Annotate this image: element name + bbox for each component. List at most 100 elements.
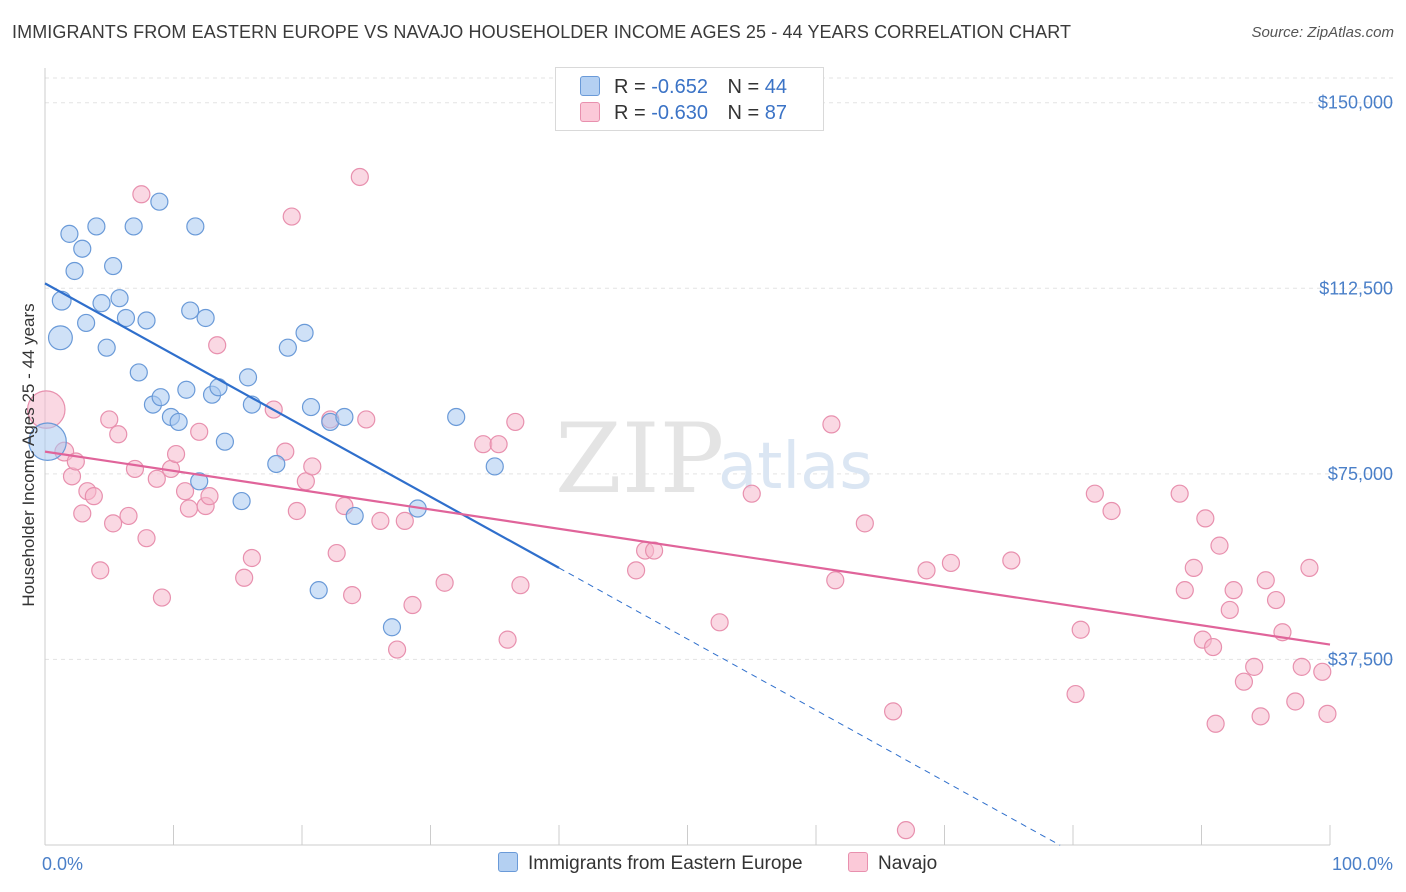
navajo-point [1196, 509, 1215, 528]
navajo-point [62, 467, 82, 486]
navajo-point [1251, 707, 1270, 726]
trend-lines [44, 282, 1331, 846]
navajo-point [1220, 600, 1239, 620]
eastern-europe-points [28, 192, 504, 637]
legend-r-value: -0.630 [651, 102, 708, 124]
y-tick-label: $75,000 [1328, 464, 1393, 484]
eastern-europe-point [110, 289, 129, 308]
navajo-point [1300, 558, 1319, 577]
watermark-atlas: atlas [718, 430, 873, 504]
legend-r-label: R = [614, 102, 646, 124]
navajo-point [822, 415, 841, 434]
navajo-point [1175, 581, 1194, 600]
navajo-point [100, 410, 119, 429]
eastern-europe-point [335, 407, 354, 427]
series-swatch-blue [498, 852, 518, 872]
navajo-point [235, 568, 254, 587]
legend-row-eastern-europe: R = -0.652 N = 44 [580, 76, 787, 100]
navajo-point [1210, 536, 1229, 555]
navajo-point [826, 571, 845, 590]
navajo-point [350, 167, 369, 187]
navajo-point [84, 487, 103, 506]
navajo-points [26, 167, 1337, 840]
eastern-europe-point [151, 388, 170, 407]
eastern-europe-point [97, 338, 116, 357]
navajo-point [941, 553, 961, 573]
navajo-point [387, 640, 407, 659]
eastern-europe-point [65, 261, 84, 281]
series-legend: Immigrants from Eastern Europe Navajo [0, 852, 1406, 878]
series-legend-navajo: Navajo [848, 852, 937, 875]
navajo-point [276, 442, 295, 461]
eastern-europe-point [28, 422, 67, 462]
navajo-point [303, 457, 322, 476]
navajo-point [1102, 501, 1121, 521]
navajo-point [917, 561, 936, 580]
navajo-point [1002, 551, 1021, 570]
eastern-europe-point [278, 338, 297, 357]
eastern-europe-point [301, 397, 321, 417]
navajo-point [742, 484, 761, 503]
stats-legend: R = -0.652 N = 44 R = -0.630 N = 87 [555, 67, 824, 131]
eastern-europe-point [150, 192, 169, 211]
legend-n-value: 87 [764, 102, 788, 124]
legend-n-label: N = [727, 102, 760, 124]
eastern-europe-point [181, 301, 200, 320]
eastern-europe-point [232, 491, 251, 511]
watermark: ZIP atlas [555, 403, 873, 515]
eastern-europe-point [485, 457, 504, 476]
legend-swatch-blue [580, 76, 600, 96]
x-tick-label: 0.0% [42, 854, 83, 874]
eastern-europe-point [124, 217, 143, 236]
navajo-point [1066, 684, 1085, 704]
eastern-europe-point [116, 308, 136, 328]
navajo-point [1184, 558, 1203, 577]
navajo-point [1318, 704, 1337, 723]
legend-r-value: -0.652 [651, 76, 708, 98]
navajo-point [1286, 692, 1305, 711]
legend-row-navajo: R = -0.630 N = 87 [580, 102, 787, 126]
navajo-point [125, 459, 145, 479]
eastern-europe-trend-line-extension [558, 567, 1061, 846]
navajo-point [282, 207, 301, 226]
eastern-europe-point [73, 239, 92, 258]
y-tick-label: $150,000 [1318, 93, 1393, 113]
chart-title: IMMIGRANTS FROM EASTERN EUROPE VS NAVAJO… [12, 22, 1072, 42]
navajo-point [489, 435, 508, 454]
series-legend-label: Immigrants from Eastern Europe [528, 853, 803, 874]
navajo-trend-line [44, 450, 1331, 646]
navajo-point [1203, 637, 1223, 657]
eastern-europe-point [309, 581, 328, 600]
navajo-point [179, 499, 199, 518]
eastern-europe-point [215, 432, 234, 451]
eastern-europe-point [87, 217, 106, 236]
legend-r-label: R = [614, 76, 646, 98]
navajo-point [371, 511, 390, 530]
eastern-europe-point [51, 290, 72, 311]
legend-swatch-pink [580, 102, 600, 122]
eastern-europe-point [177, 380, 196, 399]
eastern-europe-point [137, 311, 156, 330]
source-label: Source: ZipAtlas.com [1251, 24, 1394, 41]
navajo-point [1170, 484, 1189, 503]
navajo-point [1292, 657, 1311, 676]
series-legend-label: Navajo [878, 853, 938, 874]
navajo-point [474, 435, 493, 454]
navajo-point [73, 504, 92, 523]
eastern-europe-point [190, 472, 209, 491]
y-axis-label: Householder Income Ages 25 - 44 years [19, 303, 38, 606]
eastern-europe-point [129, 363, 148, 382]
legend-n-label: N = [727, 76, 760, 98]
navajo-point [1224, 581, 1243, 600]
navajo-point [896, 821, 916, 840]
legend-n-value: 44 [764, 76, 788, 98]
navajo-point [1071, 620, 1090, 639]
y-tick-label: $112,500 [1319, 278, 1393, 298]
navajo-point [91, 561, 110, 580]
navajo-point [104, 514, 123, 533]
navajo-point [1245, 657, 1264, 676]
navajo-point [200, 487, 219, 506]
navajo-point [403, 595, 422, 615]
eastern-europe-point [47, 325, 73, 351]
